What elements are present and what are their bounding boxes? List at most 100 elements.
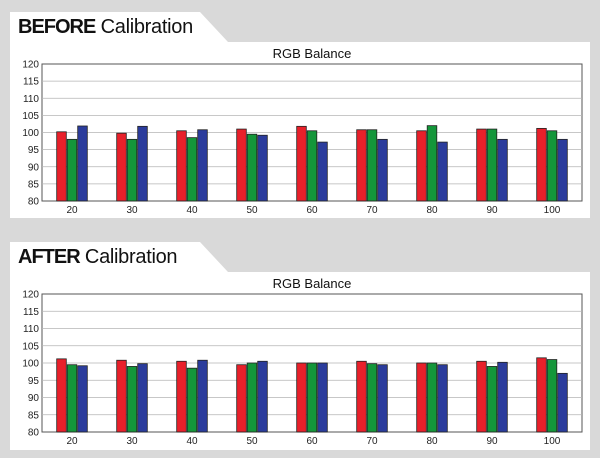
x-tick-label-60: 60	[306, 436, 318, 447]
bar-red-20	[56, 131, 67, 202]
x-tick-label-30: 30	[126, 205, 138, 216]
bar-green-100	[546, 359, 558, 433]
calibration-label: Calibration	[95, 16, 194, 38]
after-tab: AFTER Calibration	[10, 242, 228, 272]
y-tick-label-120: 120	[22, 290, 39, 301]
bar-green-20	[66, 364, 78, 433]
bar-red-80	[416, 130, 427, 202]
x-tick-label-70: 70	[366, 436, 378, 447]
bar-blue-50	[257, 360, 268, 433]
bar-green-90	[486, 366, 498, 433]
bar-blue-100	[557, 138, 568, 202]
y-tick-label-120: 120	[22, 60, 39, 71]
bar-green-50	[246, 362, 258, 433]
bar-red-30	[116, 359, 127, 433]
chart-title: RGB Balance	[273, 46, 352, 61]
bar-blue-30	[137, 363, 148, 433]
y-tick-label-90: 90	[28, 162, 40, 173]
after-label: AFTER	[18, 246, 81, 268]
y-tick-label-95: 95	[28, 145, 40, 156]
bar-blue-80	[437, 364, 448, 433]
before-chart: RGB Balance 80 85 90 95 100 105 110 115 120 20 30 40…	[10, 42, 590, 218]
bar-blue-40	[197, 359, 208, 433]
bar-blue-40	[197, 129, 208, 202]
bar-green-100	[546, 130, 558, 202]
calibration-label: Calibration	[79, 246, 178, 268]
before-panel-title: BEFORE Calibration	[18, 16, 193, 39]
bar-blue-20	[77, 125, 88, 202]
y-tick-label-105: 105	[22, 111, 39, 122]
bar-green-20	[66, 138, 78, 202]
bar-blue-90	[497, 138, 508, 202]
y-tick-label-85: 85	[28, 179, 40, 190]
x-tick-label-20: 20	[66, 205, 78, 216]
y-tick-label-100: 100	[22, 128, 39, 139]
bar-red-70	[356, 360, 367, 433]
y-tick-label-100: 100	[22, 359, 39, 370]
bar-red-60	[296, 362, 307, 433]
bar-green-30	[126, 366, 138, 433]
x-tick-label-30: 30	[126, 436, 138, 447]
bar-red-70	[356, 129, 367, 202]
y-tick-label-85: 85	[28, 410, 40, 421]
bar-green-60	[306, 362, 318, 433]
x-tick-label-70: 70	[366, 205, 378, 216]
bar-red-90	[476, 128, 487, 202]
after-chart: RGB Balance 80 85 90 95 100 105 110 115 120 20 30 40…	[10, 272, 590, 450]
bar-green-80	[426, 125, 438, 202]
x-tick-label-90: 90	[486, 205, 498, 216]
bar-red-30	[116, 132, 127, 202]
bar-green-70	[366, 129, 378, 202]
bar-red-40	[176, 360, 187, 433]
bar-blue-50	[257, 134, 268, 202]
bar-red-80	[416, 362, 427, 433]
y-tick-label-90: 90	[28, 393, 40, 404]
bar-blue-70	[377, 138, 388, 202]
bar-blue-100	[557, 372, 568, 433]
bar-red-100	[536, 127, 547, 202]
x-tick-label-100: 100	[544, 205, 561, 216]
y-tick-label-80: 80	[28, 428, 40, 439]
x-tick-label-90: 90	[486, 436, 498, 447]
bar-red-40	[176, 130, 187, 202]
bar-red-20	[56, 358, 67, 433]
bar-blue-80	[437, 141, 448, 202]
after-rgb-balance-chart: RGB Balance 80 85 90 95 100 105 110 115 120 20 30 40…	[22, 276, 583, 447]
after-panel-title: AFTER Calibration	[18, 246, 178, 269]
x-tick-label-50: 50	[246, 205, 258, 216]
x-tick-label-40: 40	[186, 436, 198, 447]
bar-blue-30	[137, 125, 148, 202]
y-tick-label-110: 110	[23, 94, 39, 105]
x-tick-label-40: 40	[186, 205, 198, 216]
bar-red-50	[236, 364, 247, 433]
bar-red-90	[476, 360, 487, 433]
bar-green-40	[186, 367, 198, 433]
x-tick-label-80: 80	[426, 436, 438, 447]
x-tick-label-50: 50	[246, 436, 258, 447]
bar-red-50	[236, 128, 247, 202]
bar-blue-60	[317, 362, 328, 433]
x-tick-label-80: 80	[426, 205, 438, 216]
chart-title: RGB Balance	[273, 276, 352, 291]
y-tick-label-110: 110	[23, 324, 39, 335]
bar-green-90	[486, 128, 498, 202]
y-tick-label-115: 115	[23, 77, 39, 88]
y-tick-label-105: 105	[22, 341, 39, 352]
bar-green-80	[426, 362, 438, 433]
y-tick-label-95: 95	[28, 376, 40, 387]
bar-red-60	[296, 125, 307, 202]
bar-blue-70	[377, 364, 388, 433]
x-tick-label-100: 100	[544, 436, 561, 447]
y-tick-label-115: 115	[23, 307, 39, 318]
y-tick-label-80: 80	[28, 197, 40, 208]
bar-green-40	[186, 137, 198, 202]
bar-green-30	[126, 138, 138, 202]
bar-red-100	[536, 357, 547, 433]
x-tick-label-60: 60	[306, 205, 318, 216]
bar-green-70	[366, 363, 378, 433]
before-tab: BEFORE Calibration	[10, 12, 228, 42]
bar-blue-20	[77, 365, 88, 433]
bar-green-50	[246, 133, 258, 202]
bar-blue-90	[497, 361, 508, 433]
bar-green-60	[306, 130, 318, 202]
